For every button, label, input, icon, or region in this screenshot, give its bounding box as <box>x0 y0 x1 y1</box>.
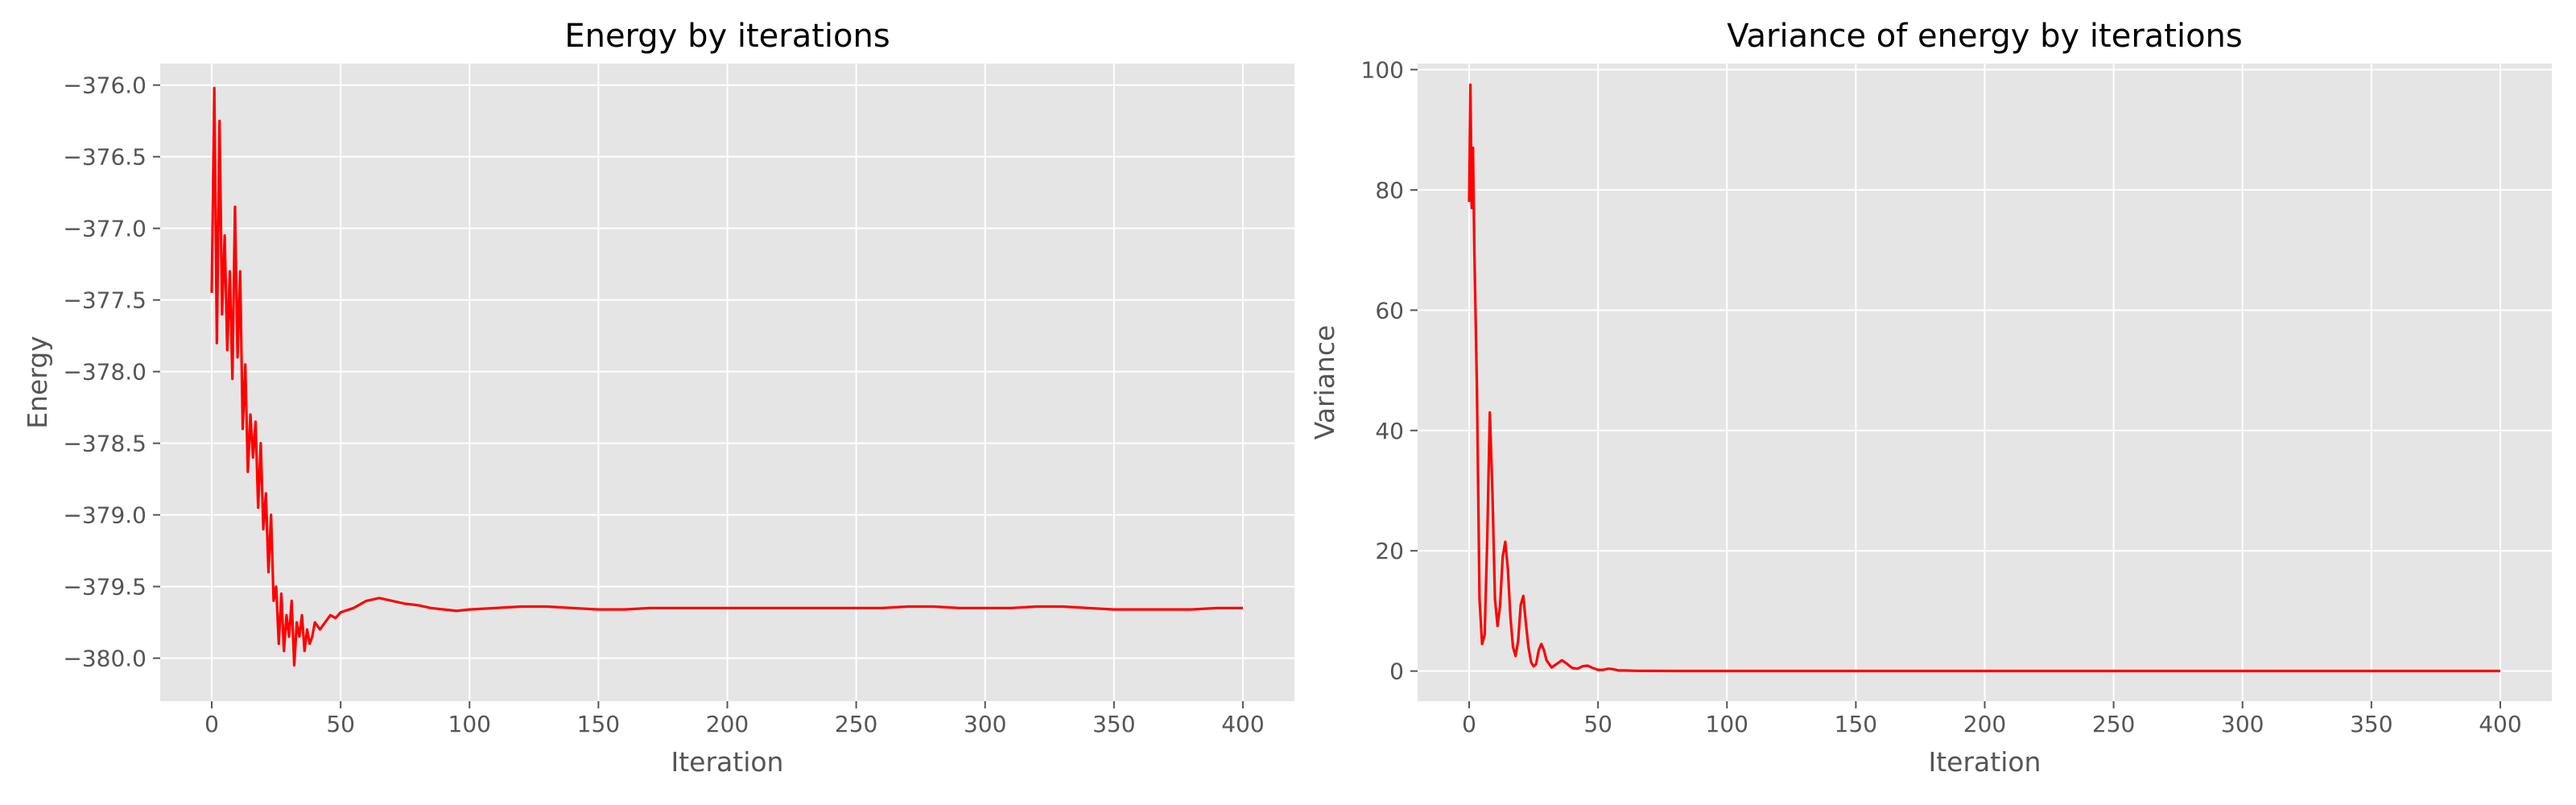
y-tick-label: −377.5 <box>63 287 147 314</box>
y-tick-label: 80 <box>1375 177 1404 204</box>
y-tick-label: 0 <box>1389 658 1404 685</box>
variance-chart-panel: 0 50 100 150 200 250 300 350 400 0 20 40 60 80 100 Var… <box>1309 18 2552 778</box>
chart-title: Variance of energy by iterations <box>1727 18 2242 55</box>
x-tick-label: 150 <box>1835 711 1877 737</box>
x-tick-label: 250 <box>835 711 877 737</box>
chart-title: Energy by iterations <box>564 18 890 55</box>
x-axis-label: Iteration <box>1929 746 2041 778</box>
y-tick-label: −376.5 <box>63 144 147 171</box>
y-tick-label: 60 <box>1375 297 1404 324</box>
y-tick-label: 40 <box>1375 418 1404 444</box>
y-tick-label: 20 <box>1375 538 1404 564</box>
variance-series-line <box>1468 83 2500 673</box>
gridlines <box>160 64 1294 701</box>
x-tick-label: 100 <box>1706 711 1748 737</box>
x-tick-label: 200 <box>706 711 749 737</box>
energy-series-line <box>210 86 1243 667</box>
axis-ticks: 0 50 100 150 200 250 300 350 400 −380.0 −379.5 −379… <box>63 72 1264 737</box>
y-tick-label: −380.0 <box>63 646 147 672</box>
axis-ticks: 0 50 100 150 200 250 300 350 400 0 20 40 60 80 100 <box>1361 56 2522 737</box>
y-axis-label: Variance <box>1309 325 1340 440</box>
x-axis-label: Iteration <box>671 746 784 778</box>
x-tick-label: 350 <box>1092 711 1135 737</box>
y-axis-label: Energy <box>22 336 53 429</box>
x-tick-label: 50 <box>1583 711 1612 737</box>
x-tick-label: 300 <box>964 711 1006 737</box>
y-tick-label: −378.5 <box>63 431 147 457</box>
energy-chart-panel: 0 50 100 150 200 250 300 350 400 −380.0 −379.5 −379… <box>22 18 1294 778</box>
y-tick-label: −379.0 <box>63 502 147 529</box>
x-tick-label: 0 <box>204 711 219 737</box>
y-tick-label: −378.0 <box>63 359 147 386</box>
x-tick-label: 250 <box>2092 711 2135 737</box>
x-tick-label: 400 <box>2479 711 2521 737</box>
x-tick-label: 300 <box>2221 711 2264 737</box>
x-tick-label: 150 <box>577 711 620 737</box>
y-tick-label: 100 <box>1361 56 1404 83</box>
x-tick-label: 200 <box>1963 711 2006 737</box>
x-tick-label: 400 <box>1221 711 1264 737</box>
y-tick-label: −379.5 <box>63 574 147 601</box>
x-tick-label: 100 <box>448 711 491 737</box>
x-tick-label: 50 <box>326 711 355 737</box>
x-tick-label: 0 <box>1462 711 1476 737</box>
y-tick-label: −376.0 <box>63 72 147 99</box>
x-tick-label: 350 <box>2350 711 2392 737</box>
y-tick-label: −377.0 <box>63 216 147 242</box>
gridlines <box>1418 64 2552 701</box>
